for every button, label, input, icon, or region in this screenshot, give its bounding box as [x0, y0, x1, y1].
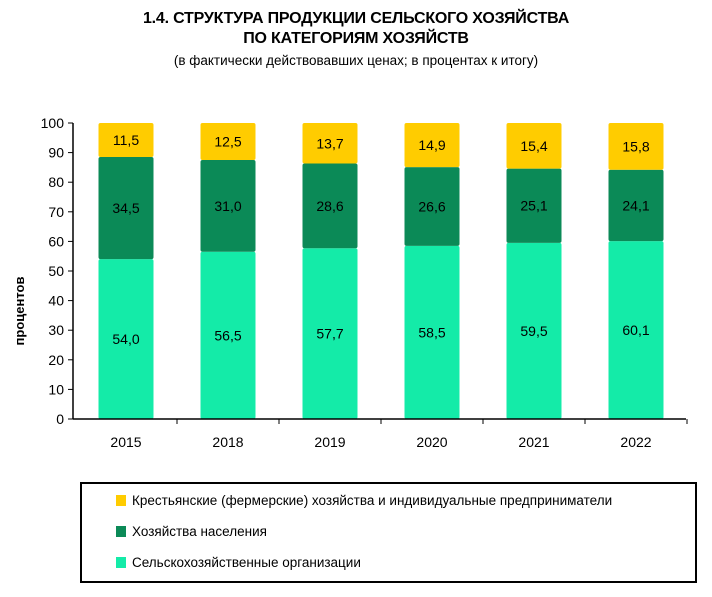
y-tick-label: 20: [48, 352, 64, 368]
legend-swatch-farmers: [116, 495, 126, 506]
bar-segment-2021-1: [506, 168, 562, 243]
data-label-2022-2: 15,8: [622, 138, 649, 154]
data-label-2019-1: 28,6: [316, 198, 343, 214]
bar-segment-2020-0: [404, 245, 460, 419]
legend-label-agri-orgs: Сельскохозяйственные организации: [132, 555, 361, 570]
data-label-2018-1: 31,0: [214, 198, 241, 214]
x-tick-label: 2020: [416, 434, 447, 450]
bar-segment-2022-1: [608, 169, 664, 242]
bar-segment-2020-1: [404, 167, 460, 246]
y-tick-label: 50: [48, 263, 64, 279]
chart-title-line2: ПО КАТЕГОРИЯМ ХОЗЯЙСТВ: [243, 30, 469, 47]
legend-item-households: Хозяйства населения: [116, 524, 267, 539]
y-tick-label: 60: [48, 233, 64, 249]
bar-segment-2019-1: [302, 163, 358, 249]
bar-segment-2018-1: [200, 160, 256, 252]
legend-label-farmers: Крестьянские (фермерские) хозяйства и ин…: [132, 493, 613, 508]
x-tick-label: 2015: [110, 434, 141, 450]
bar-segment-2015-1: [98, 157, 154, 260]
chart-subtitle: (в фактически действовавших ценах; в про…: [173, 53, 539, 68]
y-tick-label: 100: [41, 115, 65, 131]
bar-segment-2015-2: [98, 123, 154, 158]
bar-segment-2019-0: [302, 248, 358, 419]
y-tick-label: 40: [48, 293, 64, 309]
data-label-2015-2: 11,5: [113, 132, 139, 148]
data-label-2021-0: 59,5: [520, 323, 547, 339]
bar-segment-2022-0: [608, 241, 664, 419]
data-label-2018-0: 56,5: [214, 327, 241, 343]
legend-label-households: Хозяйства населения: [132, 524, 267, 539]
data-label-2021-2: 15,4: [520, 138, 547, 154]
bar-segment-2021-2: [506, 123, 562, 169]
legend-swatch-households: [116, 526, 126, 537]
y-tick-label: 30: [48, 322, 64, 338]
data-label-2020-0: 58,5: [418, 324, 445, 340]
y-tick-label: 90: [48, 145, 64, 161]
y-tick-label: 0: [56, 411, 64, 427]
legend-swatch-agri-orgs: [116, 557, 126, 568]
bar-segment-2015-0: [98, 259, 154, 419]
y-tick-label: 80: [48, 174, 64, 190]
chart-title-line1: 1.4. СТРУКТУРА ПРОДУКЦИИ СЕЛЬСКОГО ХОЗЯЙ…: [142, 10, 570, 27]
data-label-2020-1: 26,6: [418, 198, 445, 214]
bar-segment-2019-2: [302, 123, 358, 164]
data-label-2022-1: 24,1: [622, 197, 649, 213]
x-tick-label: 2019: [314, 434, 345, 450]
y-tick-label: 10: [48, 381, 64, 397]
bar-segment-2018-2: [200, 123, 256, 160]
legend: Крестьянские (фермерские) хозяйства и ин…: [80, 482, 697, 583]
data-label-2015-1: 34,5: [112, 200, 139, 216]
x-tick-label: 2021: [518, 434, 549, 450]
data-label-2015-0: 54,0: [112, 331, 139, 347]
x-tick-label: 2018: [212, 434, 243, 450]
y-tick-label: 70: [48, 204, 64, 220]
y-axis-label: процентов: [12, 277, 27, 346]
bar-segment-2020-2: [404, 123, 460, 168]
bar-segment-2018-0: [200, 251, 256, 419]
bar-segment-2021-0: [506, 242, 562, 419]
data-label-2022-0: 60,1: [622, 322, 649, 338]
data-label-2021-1: 25,1: [520, 198, 547, 214]
bar-segment-2022-2: [608, 123, 664, 170]
legend-item-farmers: Крестьянские (фермерские) хозяйства и ин…: [116, 493, 612, 508]
x-tick-label: 2022: [620, 434, 651, 450]
data-label-2020-2: 14,9: [418, 137, 445, 153]
data-label-2018-2: 12,5: [214, 134, 241, 150]
data-label-2019-0: 57,7: [316, 326, 343, 342]
data-label-2019-2: 13,7: [316, 135, 343, 151]
legend-item-agri-orgs: Сельскохозяйственные организации: [116, 555, 361, 570]
